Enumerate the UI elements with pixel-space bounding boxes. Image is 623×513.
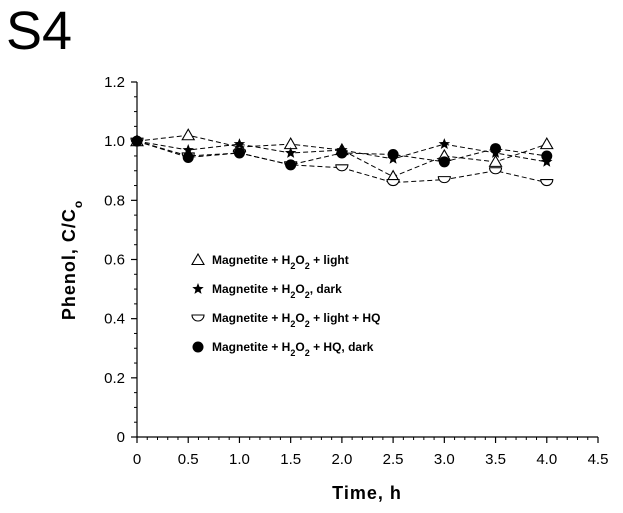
x-tick-label: 1.0 [229,451,250,468]
legend-label: Magnetite + H2O2 + HQ, dark [212,340,374,358]
legend-marker [191,314,205,322]
data-point [539,137,554,150]
panel-label: S4 [6,1,73,61]
legend-marker [192,341,204,353]
data-point [541,150,553,162]
data-point [387,148,399,160]
data-point [285,159,297,171]
legend-label: Magnetite + H2O2, dark [212,282,342,300]
x-tick-label: 4.0 [536,451,557,468]
series-layer [130,128,554,187]
data-point [233,147,245,159]
legend-item: Magnetite + H2O2 + light [191,252,349,271]
y-tick-label: 1.0 [104,133,125,150]
data-point [438,156,450,168]
series-line [136,140,547,163]
data-point [488,154,503,167]
legend-label: Magnetite + H2O2 + light + HQ [212,311,380,329]
x-tick-label: 0.5 [178,451,199,468]
data-point [181,128,196,141]
axes: 0 0.2 0.4 0.6 0.8 1.0 1.2 0 0.5 1.0 1.5 2.0 2.5 3.0 3.… [104,74,608,468]
x-axis-title: Time, h [332,483,402,503]
y-tick-label: 1.2 [104,74,125,91]
data-point [182,151,194,163]
y-tick-label: 0.8 [104,192,125,209]
x-tick-label: 2.5 [383,451,404,468]
legend-item: Magnetite + H2O2 + light + HQ [191,311,380,329]
data-point [336,147,348,159]
y-axis-title: Phenol, C/Co [59,200,85,320]
x-tick-label: 3.5 [485,451,506,468]
data-point [386,179,400,187]
data-point [489,167,503,175]
x-tick-label: 0 [133,451,141,468]
x-tick-label: 1.5 [280,451,301,468]
legend-marker [191,252,205,266]
data-point [437,176,451,184]
data-point [335,164,349,172]
data-point [131,135,143,147]
legend-marker [192,283,204,294]
x-tick-label: 3.0 [434,451,455,468]
y-tick-label: 0.4 [104,311,125,328]
data-point [233,138,246,149]
data-point [540,179,554,187]
x-tick-label: 2.0 [331,451,352,468]
y-tick-label: 0.2 [104,370,125,387]
legend-item: Magnetite + H2O2, dark [192,282,342,300]
series-line [136,134,547,178]
series-4 [131,135,553,171]
y-tick-label: 0.6 [104,252,125,269]
data-point [438,138,451,149]
data-point [490,143,502,155]
x-tick-label: 4.5 [588,451,609,468]
y-tick-label: 0 [117,429,125,446]
data-point [284,147,297,158]
legend-item: Magnetite + H2O2 + HQ, dark [192,340,374,358]
data-point [182,144,194,155]
legend: Magnetite + H2O2 + light Magnetite + H2O2… [191,252,380,358]
legend-label: Magnetite + H2O2 + light [212,253,349,271]
